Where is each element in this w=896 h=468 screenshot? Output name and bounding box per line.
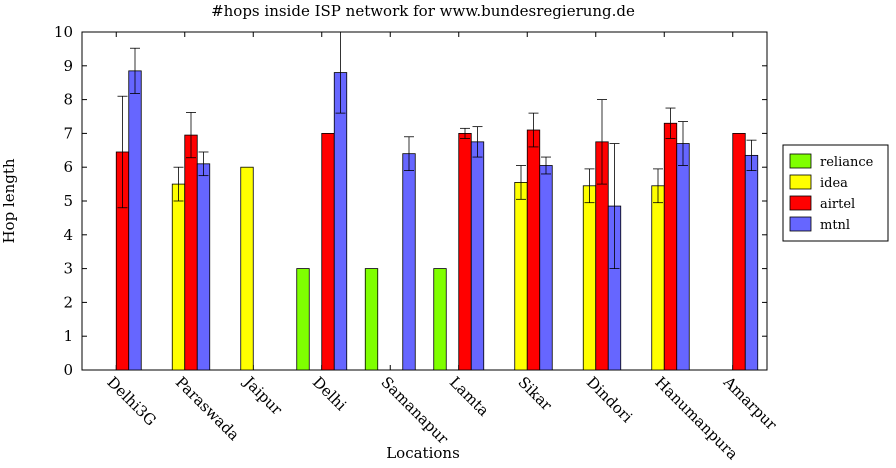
bar-reliance <box>433 268 447 371</box>
bar-mtnl <box>539 165 553 371</box>
bar-idea <box>514 182 528 371</box>
bar-airtel <box>663 122 678 371</box>
x-tick-label: Sikar <box>514 373 556 415</box>
x-tick-label: Samanapur <box>377 373 452 448</box>
legend-label-mtnl: mtnl <box>820 218 850 233</box>
y-tick-label: 3 <box>63 260 73 278</box>
x-tick-label: Amarpur <box>719 372 781 434</box>
y-tick-label: 2 <box>63 293 73 311</box>
bar-idea <box>651 185 665 371</box>
bar-airtel <box>184 134 198 371</box>
x-tick-label: Delhi <box>309 373 350 414</box>
bar-idea <box>240 166 254 371</box>
legend-swatch-mtnl <box>789 216 812 232</box>
legend-label-reliance: reliance <box>820 155 874 170</box>
bar-idea <box>171 183 186 371</box>
y-tick-label: 10 <box>54 23 73 41</box>
legend: reliance idea airtel mtnl <box>782 144 889 242</box>
chart-title: #hops inside ISP network for www.bundesr… <box>211 2 635 20</box>
legend-swatch-reliance <box>789 153 812 169</box>
bar-idea <box>582 185 597 371</box>
legend-swatch-airtel <box>789 195 812 211</box>
y-axis-label: Hop length <box>0 158 18 243</box>
x-tick-label: Delhi3G <box>103 373 159 429</box>
bar-mtnl <box>402 153 416 371</box>
bar-mtnl <box>470 141 485 371</box>
bar-reliance <box>364 268 379 371</box>
y-tick-label: 9 <box>63 57 73 75</box>
x-tick-label: Jaipur <box>239 372 286 419</box>
x-tick-label: Dindori <box>583 373 636 426</box>
y-tick-label: 6 <box>63 158 73 176</box>
legend-label-airtel: airtel <box>820 197 855 212</box>
y-tick-label: 0 <box>63 361 73 379</box>
y-tick-label: 1 <box>63 327 73 345</box>
bar-mtnl <box>744 154 759 371</box>
bar-airtel <box>526 129 541 371</box>
bar-airtel <box>321 132 335 371</box>
bar-mtnl <box>128 70 142 371</box>
x-tick-label: Paraswada <box>172 373 243 444</box>
y-tick-label: 5 <box>63 192 73 210</box>
y-tick-label: 8 <box>63 91 73 109</box>
bar-airtel <box>458 132 472 371</box>
bar-reliance <box>296 268 310 371</box>
bar-mtnl <box>196 163 211 371</box>
y-tick-label: 7 <box>63 124 73 142</box>
bar-airtel <box>732 132 746 371</box>
bar-mtnl <box>676 143 690 371</box>
x-tick-label: Lamta <box>446 373 493 420</box>
x-axis-label: Locations <box>386 444 460 462</box>
legend-label-idea: idea <box>820 176 848 191</box>
y-tick-label: 4 <box>63 226 73 244</box>
bar-mtnl <box>333 72 348 371</box>
legend-swatch-idea <box>789 174 812 190</box>
